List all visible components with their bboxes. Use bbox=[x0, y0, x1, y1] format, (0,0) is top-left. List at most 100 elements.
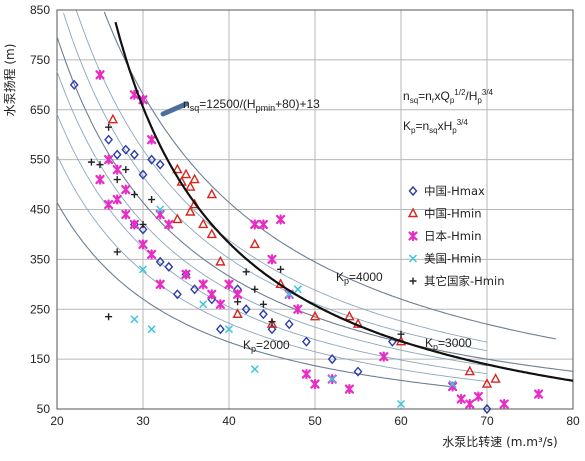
y-tick-label: 750 bbox=[30, 53, 50, 67]
data-point bbox=[327, 354, 337, 365]
data-point bbox=[267, 254, 277, 265]
data-point bbox=[482, 403, 492, 415]
data-point bbox=[481, 378, 493, 388]
data-point bbox=[155, 256, 165, 267]
data-point bbox=[276, 214, 286, 225]
data-point bbox=[172, 213, 183, 224]
series-1 bbox=[107, 113, 501, 388]
data-point bbox=[121, 209, 131, 220]
data-point bbox=[258, 309, 268, 320]
data-point bbox=[138, 224, 148, 235]
data-point bbox=[301, 368, 311, 380]
data-point bbox=[206, 188, 217, 199]
data-point bbox=[328, 375, 337, 384]
data-point bbox=[215, 299, 225, 310]
data-point bbox=[232, 308, 243, 318]
y-tick-label: 50 bbox=[37, 402, 51, 416]
y-tick-label: 150 bbox=[30, 352, 50, 366]
data-point bbox=[107, 113, 119, 124]
data-point bbox=[104, 199, 114, 210]
y-axis-label: 水泵扬程 (m) bbox=[2, 44, 17, 117]
legend-marker bbox=[407, 207, 419, 218]
data-point bbox=[499, 398, 509, 410]
formula-block: nsq=nrxQp1/2/Hp3/4 Kp=nsqxHp3/4 bbox=[403, 88, 494, 135]
data-point bbox=[87, 158, 95, 166]
data-point bbox=[147, 325, 156, 334]
legend-label: 日本-Hmin bbox=[424, 229, 481, 243]
series-3 bbox=[130, 205, 457, 409]
reference-curve bbox=[75, 10, 488, 343]
data-point bbox=[397, 330, 405, 338]
data-point bbox=[155, 279, 165, 290]
data-point bbox=[130, 315, 139, 324]
data-point bbox=[224, 279, 234, 290]
data-point bbox=[113, 248, 121, 256]
data-point bbox=[293, 285, 302, 294]
data-point bbox=[233, 289, 243, 300]
data-point bbox=[129, 149, 139, 160]
data-point bbox=[344, 383, 354, 395]
data-point bbox=[301, 336, 311, 347]
reference-curve bbox=[63, 12, 488, 352]
data-point bbox=[180, 168, 192, 179]
data-point bbox=[215, 324, 225, 335]
data-point bbox=[284, 319, 294, 330]
reference-curves bbox=[56, 10, 574, 388]
data-point bbox=[190, 284, 200, 295]
data-point bbox=[104, 154, 114, 165]
x-tick-label: 70 bbox=[480, 414, 494, 428]
data-point bbox=[138, 265, 148, 274]
legend-label: 中国-Hmin bbox=[424, 207, 481, 221]
reference-curve bbox=[56, 36, 574, 372]
data-point bbox=[147, 134, 157, 145]
y-tick-label: 350 bbox=[30, 252, 50, 266]
main-curve bbox=[114, 21, 574, 382]
legend-marker bbox=[409, 277, 417, 285]
legend-label: 美国-Hmin bbox=[424, 252, 481, 266]
data-point bbox=[172, 289, 182, 300]
data-point bbox=[259, 300, 267, 308]
data-point bbox=[387, 336, 397, 347]
data-point bbox=[130, 191, 138, 199]
data-point bbox=[185, 206, 196, 216]
data-point bbox=[207, 289, 217, 300]
data-point bbox=[172, 163, 183, 174]
x-tick-label: 30 bbox=[136, 414, 150, 428]
data-point bbox=[250, 219, 260, 230]
y-tick-label: 550 bbox=[30, 153, 50, 167]
data-point bbox=[112, 149, 122, 160]
label-kp-2000: Kp=2000 bbox=[243, 338, 290, 354]
data-point bbox=[138, 239, 148, 250]
reference-curve bbox=[56, 202, 453, 388]
label-kp-4000: Kp=4000 bbox=[336, 270, 383, 286]
data-points bbox=[69, 69, 544, 415]
legend-item: 日本-Hmin bbox=[408, 229, 481, 243]
data-point bbox=[309, 310, 321, 321]
data-point bbox=[112, 194, 122, 205]
data-point bbox=[185, 181, 196, 191]
data-point bbox=[96, 161, 104, 169]
data-point bbox=[396, 399, 406, 409]
data-point bbox=[249, 238, 260, 249]
data-point bbox=[268, 318, 276, 326]
data-point bbox=[164, 219, 174, 230]
data-point bbox=[206, 228, 217, 239]
data-point bbox=[224, 325, 234, 334]
data-point bbox=[293, 304, 303, 315]
data-point bbox=[490, 373, 501, 383]
grid-lines bbox=[56, 9, 574, 410]
y-tick-label: 650 bbox=[30, 103, 50, 117]
legend-marker bbox=[408, 254, 418, 263]
data-point bbox=[95, 174, 105, 185]
data-point bbox=[181, 269, 191, 280]
x-tick-label: 20 bbox=[50, 414, 64, 428]
legend-item: 美国-Hmin bbox=[408, 252, 481, 266]
x-tick-label: 40 bbox=[222, 414, 236, 428]
main-curve-label: nsq=12500/(Hpmin+80)+13 bbox=[183, 97, 320, 113]
data-point bbox=[251, 285, 259, 293]
label-kp-3000: Kp=3000 bbox=[425, 336, 472, 352]
data-point bbox=[344, 310, 355, 321]
data-point bbox=[113, 176, 121, 184]
